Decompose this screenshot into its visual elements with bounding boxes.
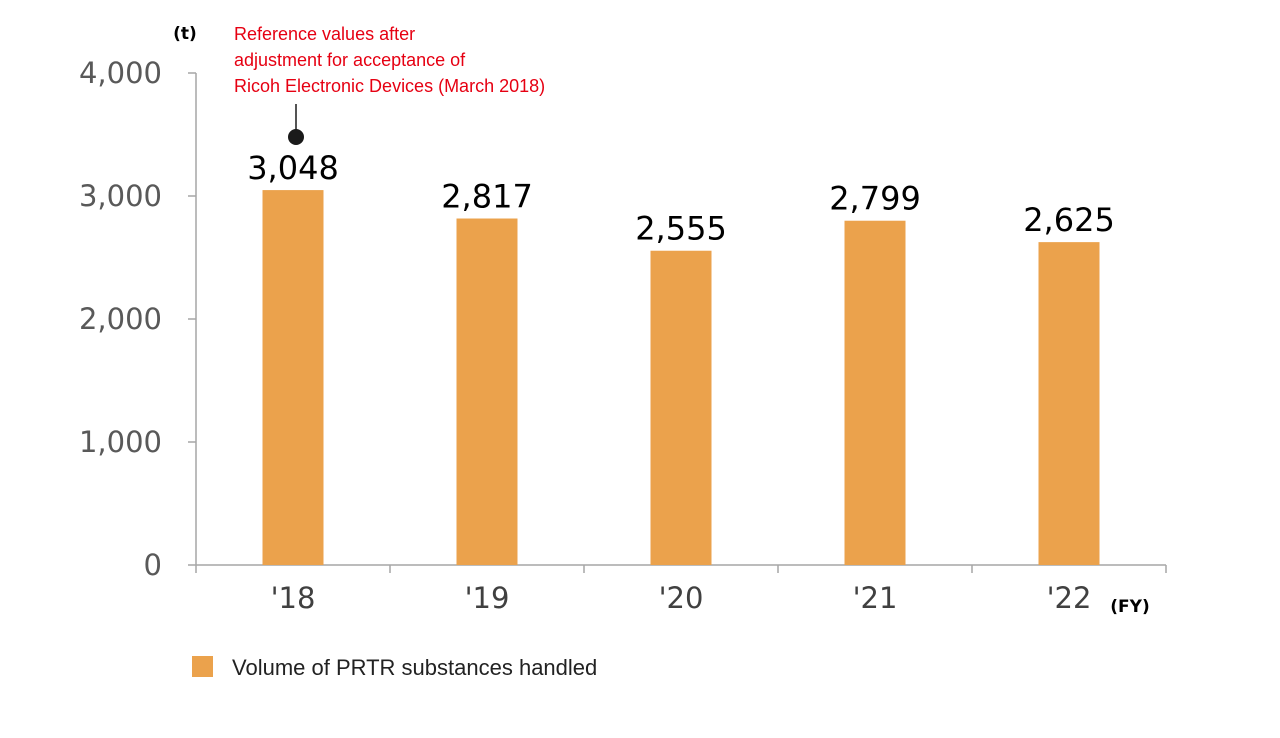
y-tick-label: 2,000	[79, 302, 162, 336]
reference-annotation: Reference values after adjustment for ac…	[234, 24, 545, 145]
legend: Volume of PRTR substances handled	[192, 655, 597, 680]
bar-value-label: 2,817	[441, 178, 533, 216]
bar	[456, 218, 518, 565]
annotation-line-1: Reference values after	[234, 24, 415, 44]
annotation-marker-dot	[288, 129, 304, 145]
legend-label: Volume of PRTR substances handled	[232, 655, 597, 680]
legend-swatch	[192, 656, 213, 677]
annotation-line-3: Ricoh Electronic Devices (March 2018)	[234, 76, 545, 96]
y-tick-label: 3,000	[79, 179, 162, 213]
bar	[262, 190, 324, 565]
x-axis-labels: '18 '19 '20 '21 '22	[271, 581, 1092, 615]
x-tick-label: '22	[1047, 581, 1092, 615]
bar	[844, 220, 906, 565]
bar	[1038, 242, 1100, 565]
bars	[262, 190, 1100, 566]
y-tick-label: 0	[144, 548, 162, 582]
x-tick-label: '18	[271, 581, 316, 615]
y-axis-unit-label: (t)	[173, 24, 197, 44]
x-tick-label: '21	[853, 581, 898, 615]
y-axis-ticks: 0 1,000 2,000 3,000 4,000	[79, 56, 196, 582]
y-tick-label: 1,000	[79, 425, 162, 459]
bar-value-label: 3,048	[247, 149, 339, 187]
bar-value-label: 2,625	[1023, 201, 1115, 239]
x-axis-tick-marks	[195, 565, 1167, 573]
x-axis-unit-label: (FY)	[1110, 597, 1149, 617]
x-tick-label: '20	[659, 581, 704, 615]
bar-value-label: 2,799	[829, 180, 921, 218]
bar-value-label: 2,555	[635, 210, 727, 248]
y-tick-label: 4,000	[79, 56, 162, 90]
bar	[650, 250, 712, 566]
x-tick-label: '19	[465, 581, 510, 615]
annotation-line-2: adjustment for acceptance of	[234, 50, 466, 70]
value-labels: 3,048 2,817 2,555 2,799 2,625	[247, 149, 1115, 248]
